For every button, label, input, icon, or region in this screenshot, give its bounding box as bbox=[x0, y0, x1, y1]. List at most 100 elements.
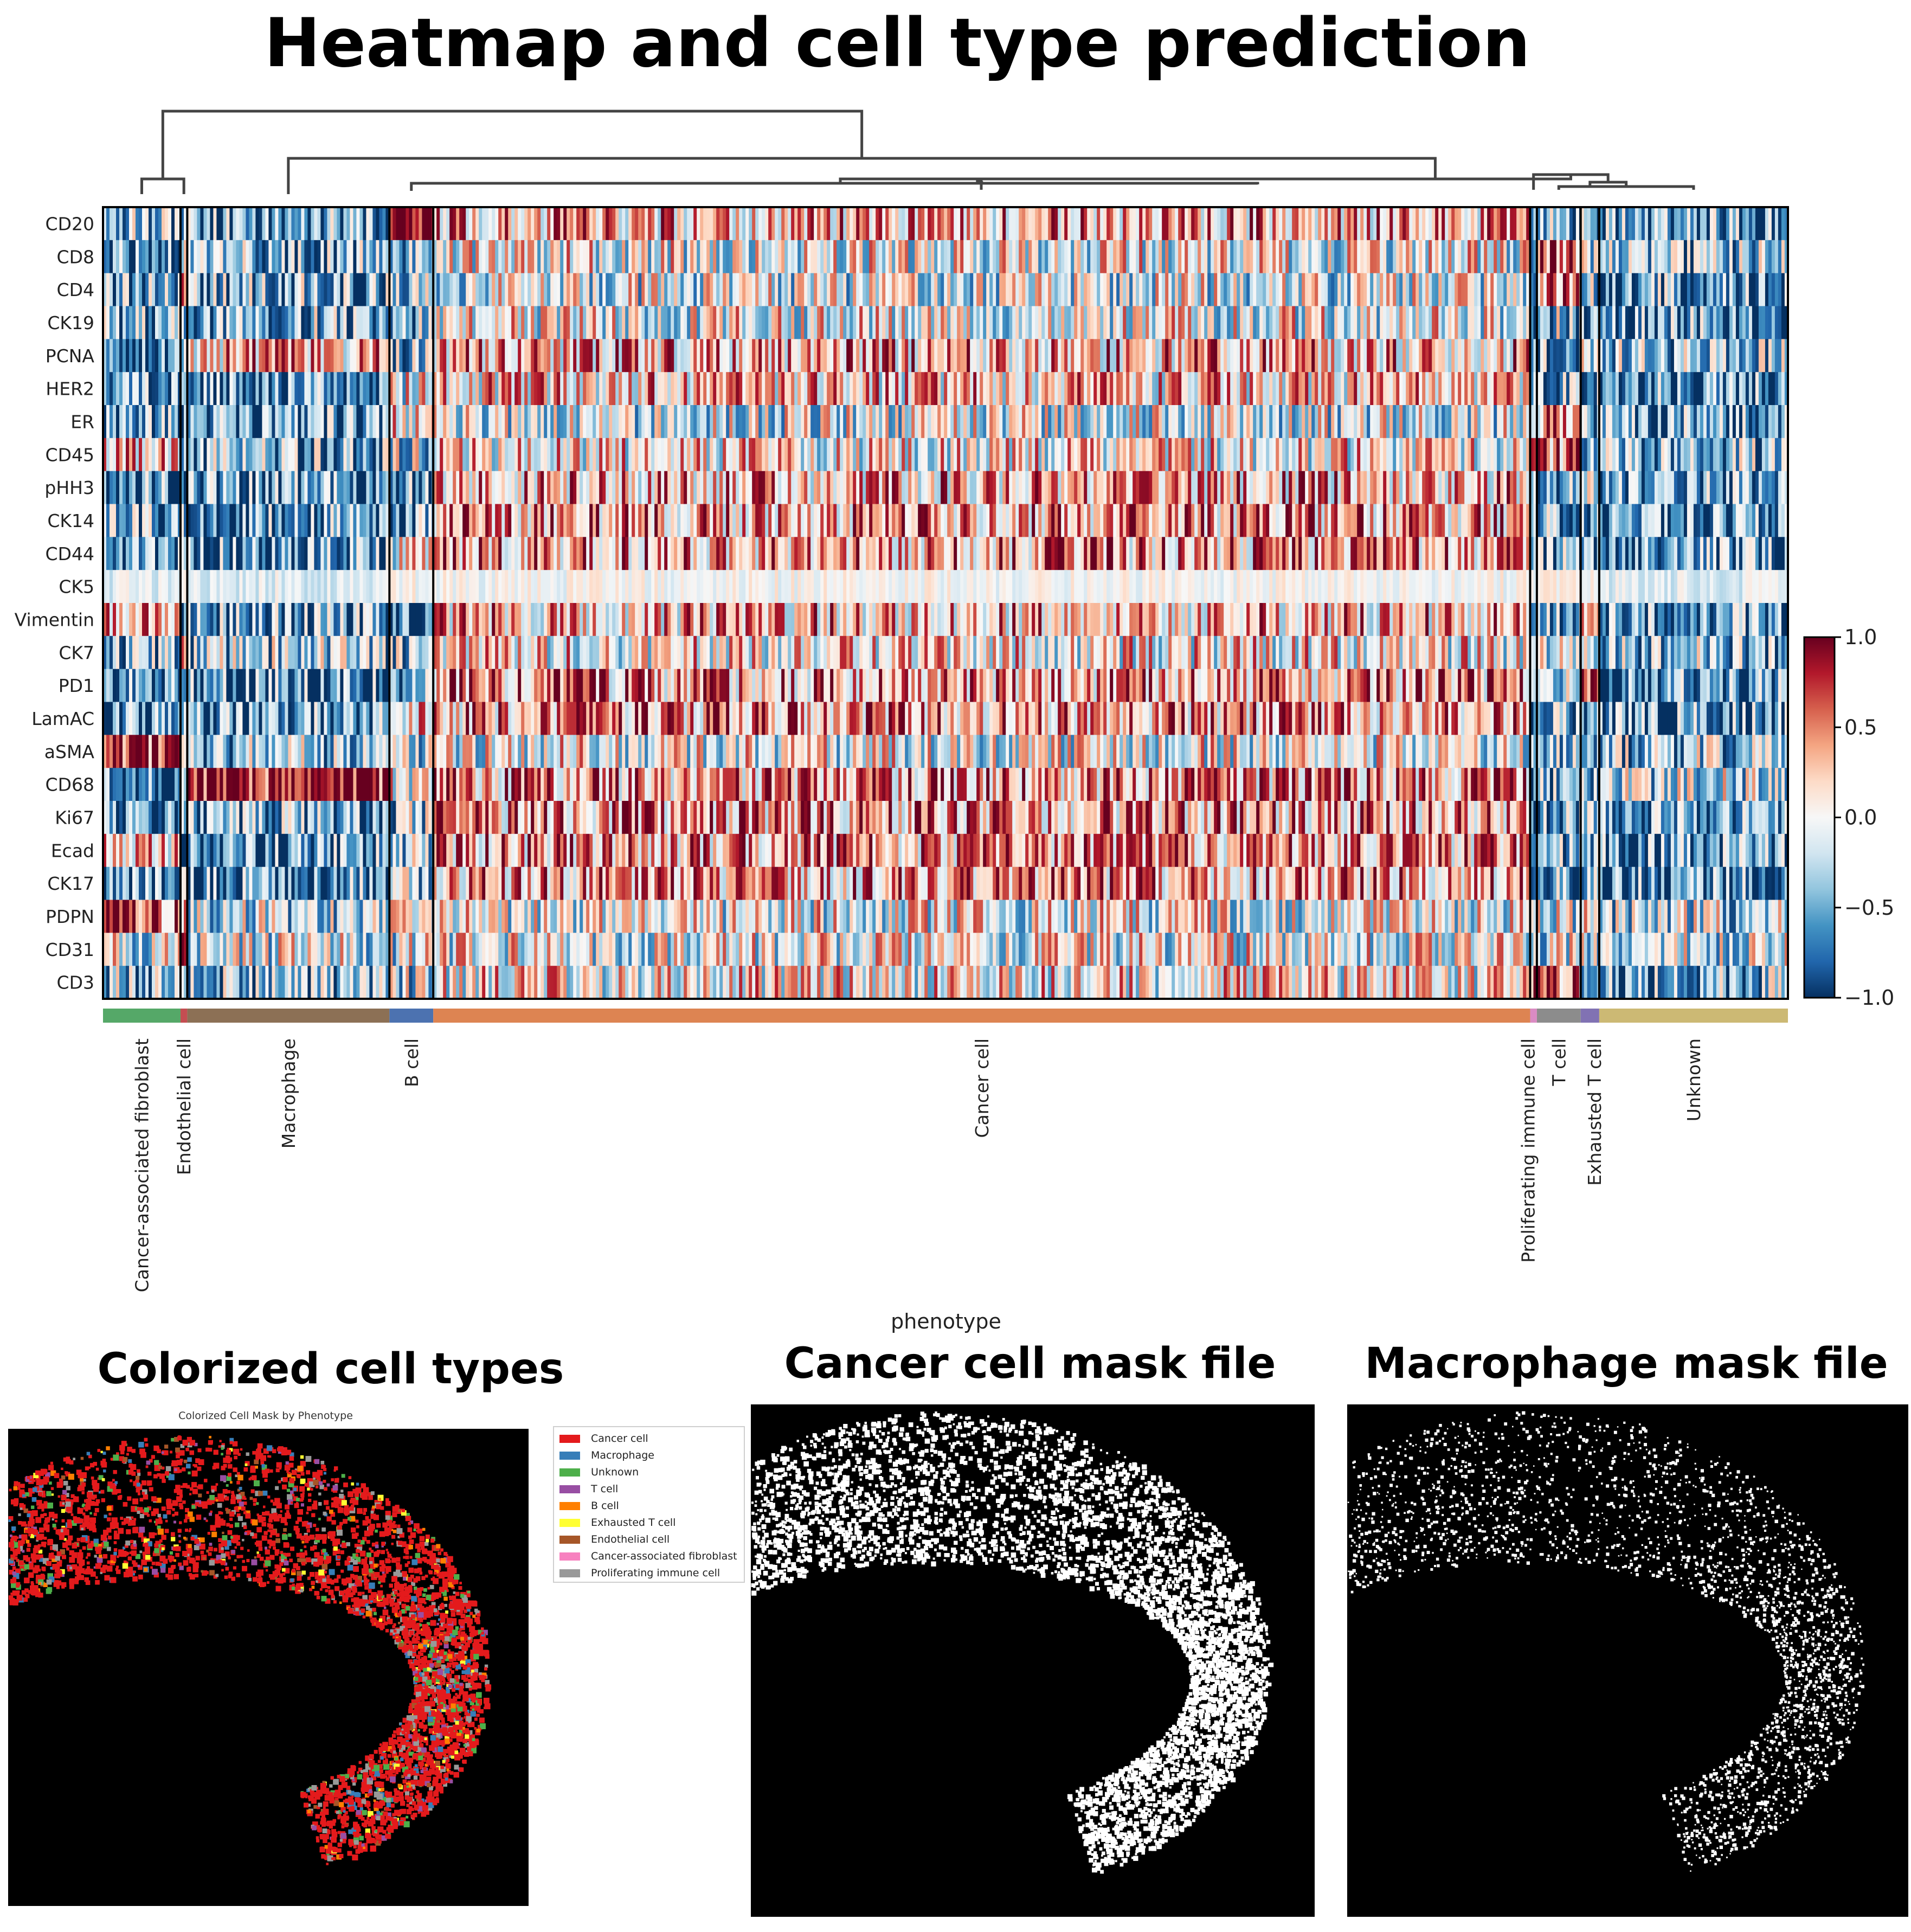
heatmap-cell bbox=[152, 504, 156, 537]
heatmap-cell bbox=[693, 471, 697, 504]
heatmap-cell bbox=[103, 833, 107, 867]
heatmap-cell bbox=[181, 933, 184, 966]
heatmap-cell bbox=[570, 702, 574, 735]
heatmap-cell bbox=[583, 768, 587, 801]
heatmap-cell bbox=[732, 306, 736, 339]
heatmap-cell bbox=[693, 438, 697, 471]
heatmap-cell bbox=[742, 570, 746, 604]
heatmap-cell bbox=[456, 372, 460, 406]
heatmap-cell bbox=[440, 768, 443, 801]
heatmap-cell bbox=[544, 339, 548, 373]
heatmap-cell bbox=[677, 933, 681, 966]
heatmap-cell bbox=[314, 504, 318, 537]
heatmap-cell bbox=[758, 405, 762, 439]
heatmap-cell bbox=[596, 471, 600, 504]
heatmap-cell bbox=[482, 372, 486, 406]
heatmap-cell bbox=[645, 702, 648, 735]
heatmap-cell bbox=[570, 240, 574, 273]
heatmap-cell bbox=[518, 207, 522, 241]
heatmap-cell bbox=[550, 504, 554, 537]
heatmap-cell bbox=[175, 801, 178, 835]
heatmap-cell bbox=[700, 801, 704, 835]
heatmap-cell bbox=[752, 240, 756, 273]
heatmap-cell bbox=[537, 438, 541, 471]
heatmap-cell bbox=[749, 471, 752, 504]
heatmap-cell bbox=[393, 339, 396, 373]
heatmap-cell bbox=[281, 405, 285, 439]
heatmap-cell bbox=[415, 240, 419, 273]
heatmap-cell bbox=[693, 933, 697, 966]
heatmap-cell bbox=[210, 306, 214, 339]
heatmap-cell bbox=[479, 933, 482, 966]
heatmap-cell bbox=[593, 669, 596, 702]
heatmap-cell bbox=[200, 702, 204, 735]
heatmap-cell bbox=[583, 240, 587, 273]
heatmap-cell bbox=[175, 768, 178, 801]
heatmap-cell bbox=[181, 471, 184, 504]
heatmap-cell bbox=[356, 438, 360, 471]
heatmap-cell bbox=[415, 966, 419, 999]
heatmap-cell bbox=[462, 735, 466, 768]
heatmap-cell bbox=[330, 240, 334, 273]
heatmap-cell bbox=[563, 735, 567, 768]
heatmap-cell bbox=[706, 240, 710, 273]
heatmap-cell bbox=[625, 504, 629, 537]
heatmap-cell bbox=[651, 372, 655, 406]
heatmap-cell bbox=[346, 669, 350, 702]
heatmap-cell bbox=[664, 833, 668, 867]
heatmap-cell bbox=[749, 933, 752, 966]
heatmap-cell bbox=[436, 768, 440, 801]
heatmap-cell bbox=[758, 537, 762, 570]
heatmap-cell bbox=[667, 405, 671, 439]
heatmap-cell bbox=[599, 900, 603, 933]
heatmap-cell bbox=[648, 207, 652, 241]
heatmap-cell bbox=[353, 735, 357, 768]
heatmap-cell bbox=[570, 669, 574, 702]
heatmap-cell bbox=[586, 207, 590, 241]
heatmap-cell bbox=[353, 438, 357, 471]
heatmap-cell bbox=[446, 801, 450, 835]
heatmap-cell bbox=[495, 768, 499, 801]
heatmap-cell bbox=[635, 669, 639, 702]
heatmap-cell bbox=[661, 537, 665, 570]
heatmap-cell bbox=[187, 636, 191, 669]
heatmap-cell bbox=[485, 438, 489, 471]
heatmap-cell bbox=[589, 504, 593, 537]
heatmap-cell bbox=[106, 405, 110, 439]
heatmap-cell bbox=[589, 735, 593, 768]
heatmap-cell bbox=[226, 339, 230, 373]
heatmap-cell bbox=[622, 405, 626, 439]
heatmap-cell bbox=[651, 636, 655, 669]
heatmap-cell bbox=[275, 768, 279, 801]
heatmap-cell bbox=[752, 801, 756, 835]
heatmap-cell bbox=[242, 438, 246, 471]
heatmap-cell bbox=[184, 306, 188, 339]
heatmap-cell bbox=[749, 735, 752, 768]
heatmap-cell bbox=[671, 768, 674, 801]
heatmap-cell bbox=[175, 702, 178, 735]
heatmap-cell bbox=[745, 339, 749, 373]
heatmap-cell bbox=[110, 372, 113, 406]
heatmap-cell bbox=[560, 900, 564, 933]
heatmap-cell bbox=[223, 273, 227, 306]
heatmap-cell bbox=[524, 339, 528, 373]
heatmap-cell bbox=[187, 240, 191, 273]
heatmap-cell bbox=[752, 570, 756, 604]
heatmap-cell bbox=[485, 570, 489, 604]
heatmap-cell bbox=[622, 537, 626, 570]
heatmap-cell bbox=[606, 702, 609, 735]
heatmap-cell bbox=[508, 405, 512, 439]
heatmap-cell bbox=[521, 207, 525, 241]
heatmap-cell bbox=[203, 801, 207, 835]
heatmap-cell bbox=[220, 900, 223, 933]
heatmap-cell bbox=[589, 636, 593, 669]
heatmap-cell bbox=[729, 933, 733, 966]
heatmap-cell bbox=[495, 273, 499, 306]
heatmap-cell bbox=[684, 833, 687, 867]
heatmap-cell bbox=[376, 504, 379, 537]
heatmap-cell bbox=[583, 405, 587, 439]
heatmap-cell bbox=[213, 471, 217, 504]
heatmap-cell bbox=[415, 900, 419, 933]
heatmap-cell bbox=[197, 801, 201, 835]
heatmap-cell bbox=[658, 636, 661, 669]
